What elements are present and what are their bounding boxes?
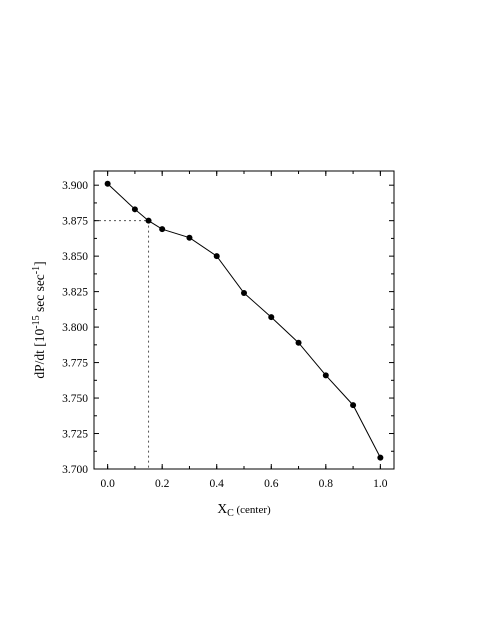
y-axis-label: dP/dt [10-15 sec sec-1] bbox=[31, 261, 47, 378]
y-tick-label: 3.900 bbox=[62, 180, 88, 192]
data-point bbox=[131, 206, 138, 213]
plot-frame bbox=[93, 170, 395, 470]
y-tick-label: 3.850 bbox=[62, 251, 88, 263]
data-point bbox=[377, 454, 384, 461]
y-tick-label: 3.775 bbox=[62, 358, 88, 370]
reference-lines bbox=[94, 220, 150, 469]
data-point bbox=[241, 290, 247, 297]
data-point bbox=[145, 217, 152, 224]
data-point bbox=[350, 402, 357, 409]
axis-ticks bbox=[94, 171, 394, 470]
data-point bbox=[186, 234, 193, 241]
y-tick-label: 3.825 bbox=[62, 287, 88, 299]
x-tick-label: 1.0 bbox=[373, 478, 388, 490]
y-tick-label: 3.725 bbox=[62, 429, 88, 441]
y-tick-label: 3.700 bbox=[62, 464, 88, 476]
y-tick-label: 3.800 bbox=[62, 322, 88, 334]
data-point bbox=[159, 226, 166, 233]
data-point bbox=[322, 372, 329, 379]
tick-labels: 0.0 0.2 0.4 0.6 0.8 1.0 3.700 3.725 3.750 3.775 3.… bbox=[62, 180, 388, 490]
data-point bbox=[104, 180, 111, 187]
y-tick-label: 3.750 bbox=[62, 393, 88, 405]
x-tick-label: 0.0 bbox=[100, 478, 115, 490]
x-axis-label: XC (center) bbox=[217, 501, 271, 519]
data-point bbox=[213, 253, 220, 260]
x-tick-label: 0.2 bbox=[155, 478, 170, 490]
data-point bbox=[268, 314, 275, 321]
x-tick-label: 0.4 bbox=[210, 478, 225, 490]
x-tick-label: 0.8 bbox=[319, 478, 334, 490]
data-point bbox=[295, 339, 302, 346]
x-tick-label: 0.6 bbox=[264, 478, 279, 490]
y-tick-label: 3.875 bbox=[62, 216, 88, 228]
data-points bbox=[104, 180, 384, 461]
